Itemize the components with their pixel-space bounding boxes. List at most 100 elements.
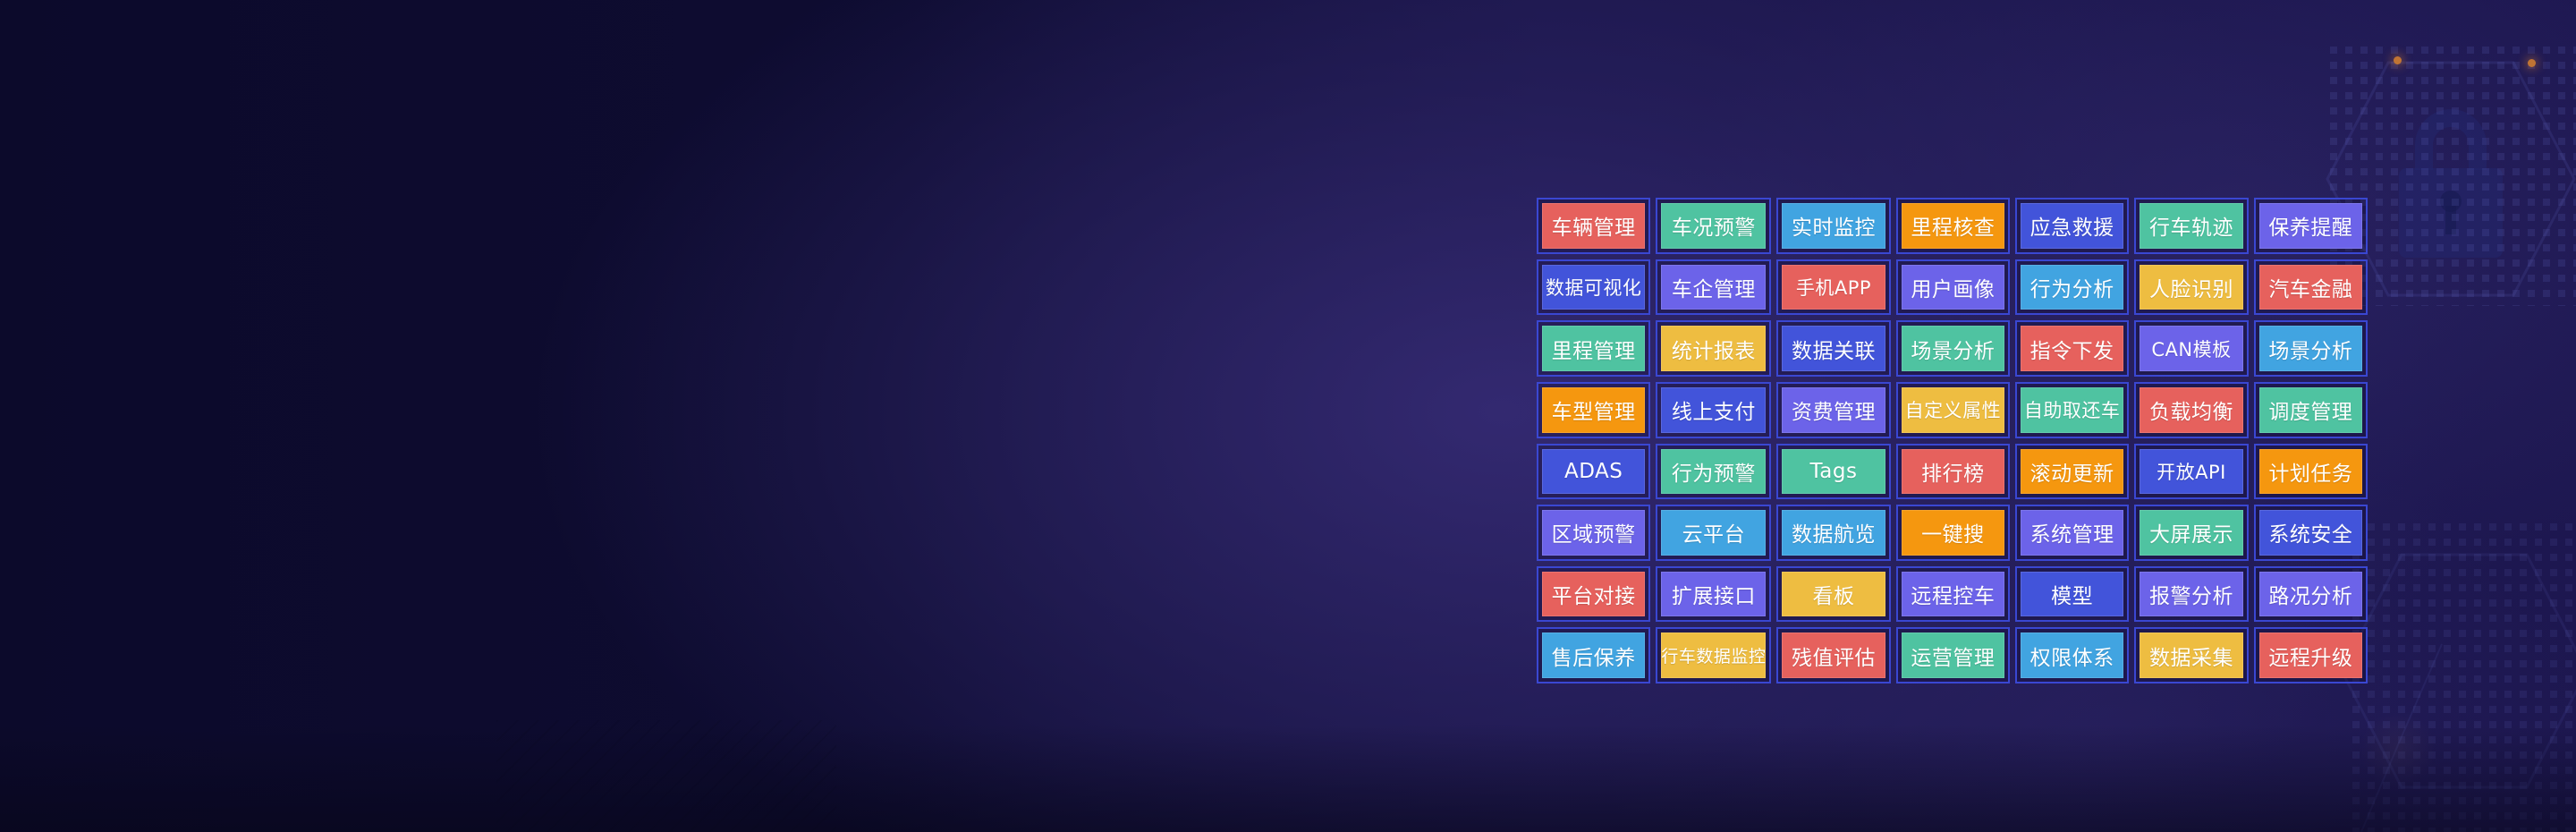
feature-button[interactable]: 数据可视化 bbox=[1542, 264, 1646, 310]
feature-grid: 车辆管理 车况预警 实时监控 里程核查 应急救援 行车轨迹 保养提醒数据可视化 车企管理 手机A… bbox=[1537, 198, 2368, 683]
grid-cell: 开放API bbox=[2134, 443, 2249, 500]
feature-button[interactable]: 线上支付 bbox=[1661, 386, 1767, 433]
grid-cell: 行车数据监控 bbox=[1656, 627, 1772, 683]
feature-button[interactable]: 自定义属性 bbox=[1901, 386, 2004, 433]
feature-button[interactable]: 行车数据监控 bbox=[1661, 632, 1767, 678]
feature-button[interactable]: 里程核查 bbox=[1901, 203, 2004, 249]
feature-button[interactable]: 云平台 bbox=[1661, 510, 1767, 556]
accent-glow-dot bbox=[2394, 56, 2402, 64]
grid-cell: 数据可视化 bbox=[1537, 259, 1651, 316]
grid-cell: 自定义属性 bbox=[1895, 381, 2010, 438]
grid-cell: 行为分析 bbox=[2015, 259, 2130, 316]
feature-button[interactable]: 路况分析 bbox=[2258, 571, 2362, 617]
feature-button[interactable]: 模型 bbox=[2021, 571, 2124, 617]
grid-cell: 大屏展示 bbox=[2134, 505, 2249, 561]
grid-cell: 保养提醒 bbox=[2253, 198, 2368, 254]
feature-button[interactable]: 扩展接口 bbox=[1661, 571, 1767, 617]
grid-cell: 路况分析 bbox=[2253, 565, 2368, 623]
feature-button[interactable]: 系统安全 bbox=[2258, 510, 2362, 556]
feature-button[interactable]: 实时监控 bbox=[1782, 203, 1885, 249]
feature-button[interactable]: ADAS bbox=[1542, 448, 1646, 495]
feature-button[interactable]: 应急救援 bbox=[2021, 203, 2124, 249]
feature-button[interactable]: 计划任务 bbox=[2258, 448, 2362, 495]
feature-button[interactable]: 车企管理 bbox=[1661, 264, 1767, 310]
grid-cell: 计划任务 bbox=[2253, 443, 2368, 500]
grid-cell: 远程控车 bbox=[1895, 565, 2010, 623]
grid-cell: 系统管理 bbox=[2015, 505, 2130, 561]
feature-button[interactable]: Tags bbox=[1782, 448, 1885, 495]
grid-cell: 车辆管理 bbox=[1537, 198, 1651, 254]
grid-cell: 看板 bbox=[1776, 565, 1891, 623]
feature-button[interactable]: 排行榜 bbox=[1901, 448, 2004, 495]
grid-cell: 数据关联 bbox=[1776, 320, 1891, 377]
feature-button[interactable]: 负载均衡 bbox=[2140, 386, 2243, 433]
feature-button[interactable]: 一键搜 bbox=[1901, 510, 2004, 556]
grid-cell: 行为预警 bbox=[1656, 443, 1772, 500]
feature-button[interactable]: 报警分析 bbox=[2140, 571, 2243, 617]
feature-button[interactable]: 指令下发 bbox=[2021, 326, 2124, 371]
dot-grid-pattern bbox=[2330, 47, 2576, 306]
grid-cell: 扩展接口 bbox=[1656, 565, 1772, 623]
feature-button[interactable]: 用户画像 bbox=[1901, 264, 2004, 310]
feature-button[interactable]: 看板 bbox=[1782, 571, 1885, 617]
grid-cell: 车型管理 bbox=[1537, 381, 1651, 438]
feature-button[interactable]: 车辆管理 bbox=[1542, 203, 1646, 249]
grid-cell: 场景分析 bbox=[1895, 320, 2010, 377]
grid-cell: 运营管理 bbox=[1895, 627, 2010, 683]
feature-button[interactable]: 统计报表 bbox=[1661, 326, 1767, 371]
grid-cell: 报警分析 bbox=[2134, 565, 2249, 623]
feature-button[interactable]: 开放API bbox=[2140, 448, 2243, 495]
feature-button[interactable]: 里程管理 bbox=[1542, 326, 1646, 371]
grid-cell: ADAS bbox=[1537, 443, 1651, 500]
grid-cell: 实时监控 bbox=[1776, 198, 1891, 254]
feature-button[interactable]: 区域预警 bbox=[1542, 510, 1646, 556]
feature-button[interactable]: 调度管理 bbox=[2258, 386, 2362, 433]
feature-button[interactable]: 售后保养 bbox=[1542, 632, 1646, 678]
feature-button[interactable]: 车型管理 bbox=[1542, 386, 1646, 433]
grid-cell: 资费管理 bbox=[1776, 381, 1891, 438]
grid-cell: 云平台 bbox=[1656, 505, 1772, 561]
feature-button[interactable]: 行为预警 bbox=[1661, 448, 1767, 495]
feature-button[interactable]: 人脸识别 bbox=[2140, 264, 2243, 310]
grid-cell: 行车轨迹 bbox=[2134, 198, 2249, 254]
bottom-shade bbox=[0, 725, 2576, 832]
feature-button[interactable]: 手机APP bbox=[1782, 264, 1885, 310]
feature-button[interactable]: CAN模板 bbox=[2140, 326, 2243, 371]
grid-cell: 平台对接 bbox=[1537, 565, 1651, 623]
grid-cell: 滚动更新 bbox=[2015, 443, 2130, 500]
feature-button[interactable]: 滚动更新 bbox=[2021, 448, 2124, 495]
feature-button[interactable]: 行车轨迹 bbox=[2140, 203, 2243, 249]
feature-button[interactable]: 数据采集 bbox=[2140, 632, 2243, 678]
feature-button[interactable]: 场景分析 bbox=[2258, 326, 2362, 371]
feature-button[interactable]: 资费管理 bbox=[1782, 386, 1885, 433]
feature-button[interactable]: 远程控车 bbox=[1901, 571, 2004, 617]
feature-button[interactable]: 行为分析 bbox=[2021, 264, 2124, 310]
feature-button[interactable]: 平台对接 bbox=[1542, 571, 1646, 617]
feature-button[interactable]: 系统管理 bbox=[2021, 510, 2124, 556]
grid-cell: 一键搜 bbox=[1895, 505, 2010, 561]
feature-button[interactable]: 运营管理 bbox=[1901, 632, 2004, 678]
grid-cell: 线上支付 bbox=[1656, 381, 1772, 438]
grid-cell: 系统安全 bbox=[2253, 505, 2368, 561]
feature-button[interactable]: 汽车金融 bbox=[2258, 264, 2362, 310]
grid-cell: 排行榜 bbox=[1895, 443, 2010, 500]
feature-button[interactable]: 场景分析 bbox=[1901, 326, 2004, 371]
grid-cell: 负载均衡 bbox=[2134, 381, 2249, 438]
grid-cell: 售后保养 bbox=[1537, 627, 1651, 683]
grid-cell: 应急救援 bbox=[2015, 198, 2130, 254]
feature-button[interactable]: 自助取还车 bbox=[2021, 386, 2124, 433]
feature-button[interactable]: 大屏展示 bbox=[2140, 510, 2243, 556]
grid-cell: 统计报表 bbox=[1656, 320, 1772, 377]
feature-button[interactable]: 权限体系 bbox=[2021, 632, 2124, 678]
feature-button[interactable]: 远程升级 bbox=[2258, 632, 2362, 678]
grid-cell: 区域预警 bbox=[1537, 505, 1651, 561]
grid-cell: 里程管理 bbox=[1537, 320, 1651, 377]
feature-button[interactable]: 残值评估 bbox=[1782, 632, 1885, 678]
feature-button[interactable]: 车况预警 bbox=[1661, 203, 1767, 249]
feature-button[interactable]: 保养提醒 bbox=[2258, 203, 2362, 249]
feature-button[interactable]: 数据航览 bbox=[1782, 510, 1885, 556]
feature-button[interactable]: 数据关联 bbox=[1782, 326, 1885, 371]
grid-cell: 数据采集 bbox=[2134, 627, 2249, 683]
grid-cell: 远程升级 bbox=[2253, 627, 2368, 683]
grid-cell: 人脸识别 bbox=[2134, 259, 2249, 316]
